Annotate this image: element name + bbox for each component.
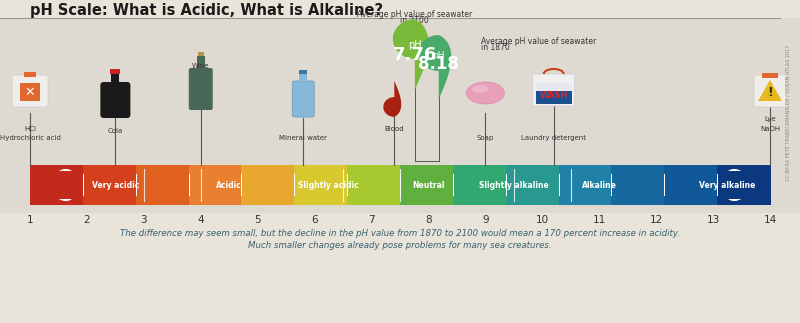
- Bar: [666, 171, 717, 199]
- Text: 14: 14: [763, 215, 777, 225]
- Bar: [30, 165, 83, 205]
- Bar: [111, 73, 119, 85]
- Text: Acidic: Acidic: [216, 181, 242, 190]
- Text: HCl: HCl: [24, 126, 36, 132]
- Ellipse shape: [472, 85, 488, 93]
- Bar: [536, 83, 572, 91]
- Bar: [31, 171, 83, 199]
- Bar: [762, 73, 778, 78]
- Text: Slightly alkaline: Slightly alkaline: [479, 181, 549, 190]
- Text: Laundry detergent: Laundry detergent: [521, 135, 586, 141]
- Text: The difference may seem small, but the decline in the pH value from 1870 to 2100: The difference may seem small, but the d…: [120, 228, 680, 237]
- Ellipse shape: [466, 82, 504, 104]
- Bar: [664, 165, 718, 205]
- Text: WASH: WASH: [539, 90, 568, 99]
- Text: !: !: [767, 87, 773, 99]
- Text: in 1870: in 1870: [481, 44, 510, 53]
- Bar: [0, 3, 800, 213]
- Text: Very acidic: Very acidic: [92, 181, 139, 190]
- Text: Mineral water: Mineral water: [279, 135, 327, 141]
- Bar: [299, 74, 307, 84]
- Text: Cola: Cola: [108, 128, 123, 134]
- Text: 1: 1: [26, 215, 34, 225]
- Text: 8: 8: [425, 215, 432, 225]
- Bar: [454, 171, 506, 199]
- Text: Alkaline: Alkaline: [582, 181, 617, 190]
- Bar: [559, 171, 611, 199]
- Bar: [83, 165, 136, 205]
- Bar: [295, 171, 347, 199]
- Text: 9: 9: [482, 215, 489, 225]
- Bar: [400, 165, 454, 205]
- Text: 11: 11: [593, 215, 606, 225]
- Text: ✕: ✕: [25, 86, 35, 99]
- Text: 3: 3: [141, 215, 147, 225]
- Bar: [198, 52, 204, 56]
- Bar: [299, 70, 307, 74]
- Text: 7: 7: [368, 215, 375, 225]
- Text: 13: 13: [706, 215, 720, 225]
- Text: pH: pH: [433, 50, 445, 59]
- FancyBboxPatch shape: [754, 75, 786, 107]
- Bar: [613, 171, 664, 199]
- Text: 5: 5: [254, 215, 261, 225]
- Bar: [401, 171, 453, 199]
- Text: Blood: Blood: [385, 126, 404, 132]
- Text: NaOH: NaOH: [760, 126, 780, 132]
- Bar: [136, 165, 189, 205]
- Bar: [294, 165, 348, 205]
- Text: 10: 10: [536, 215, 549, 225]
- Polygon shape: [758, 80, 782, 101]
- FancyBboxPatch shape: [533, 74, 574, 106]
- Bar: [717, 165, 770, 205]
- Bar: [611, 165, 665, 205]
- Text: Hydrochloric acid: Hydrochloric acid: [0, 135, 61, 141]
- Text: pH: pH: [408, 40, 422, 50]
- Bar: [242, 171, 294, 199]
- Text: pH Scale: What is Acidic, What is Alkaline?: pH Scale: What is Acidic, What is Alkali…: [30, 3, 383, 17]
- Text: CC-BY-SA PETE TRABECKMANN.DE / OCEAN ATLAS 2017: CC-BY-SA PETE TRABECKMANN.DE / OCEAN ATL…: [786, 45, 790, 181]
- Bar: [558, 165, 612, 205]
- Text: in 2100: in 2100: [401, 16, 429, 25]
- Bar: [242, 165, 294, 205]
- Bar: [536, 86, 572, 104]
- FancyBboxPatch shape: [189, 68, 213, 110]
- Bar: [20, 83, 40, 101]
- Bar: [84, 171, 136, 199]
- Bar: [197, 56, 205, 70]
- Text: 8.18: 8.18: [418, 55, 459, 73]
- Polygon shape: [383, 81, 402, 117]
- Text: 7.76: 7.76: [393, 46, 437, 64]
- Text: Slightly acidic: Slightly acidic: [298, 181, 359, 190]
- Polygon shape: [393, 19, 429, 91]
- FancyBboxPatch shape: [292, 81, 314, 117]
- Text: Average pH value of seawater: Average pH value of seawater: [357, 10, 473, 19]
- Bar: [347, 165, 401, 205]
- Bar: [718, 171, 770, 199]
- Bar: [0, 0, 800, 18]
- FancyBboxPatch shape: [12, 75, 48, 107]
- Text: 12: 12: [650, 215, 662, 225]
- Bar: [348, 171, 400, 199]
- Text: Average pH value of seawater: Average pH value of seawater: [481, 36, 596, 46]
- Text: Lye: Lye: [764, 116, 776, 122]
- FancyBboxPatch shape: [100, 82, 130, 118]
- Bar: [137, 171, 189, 199]
- Text: Very alkaline: Very alkaline: [699, 181, 755, 190]
- Text: Much smaller changes already pose problems for many sea creatures.: Much smaller changes already pose proble…: [248, 241, 552, 249]
- Bar: [24, 72, 36, 77]
- Text: 6: 6: [311, 215, 318, 225]
- Polygon shape: [418, 35, 451, 99]
- Bar: [506, 171, 558, 199]
- Text: 4: 4: [198, 215, 204, 225]
- Text: Neutral: Neutral: [412, 181, 445, 190]
- Bar: [189, 165, 242, 205]
- Text: 2: 2: [84, 215, 90, 225]
- Bar: [506, 165, 559, 205]
- Bar: [190, 171, 242, 199]
- Text: Wine: Wine: [192, 63, 210, 69]
- Text: Soap: Soap: [477, 135, 494, 141]
- Bar: [453, 165, 506, 205]
- Bar: [110, 69, 120, 74]
